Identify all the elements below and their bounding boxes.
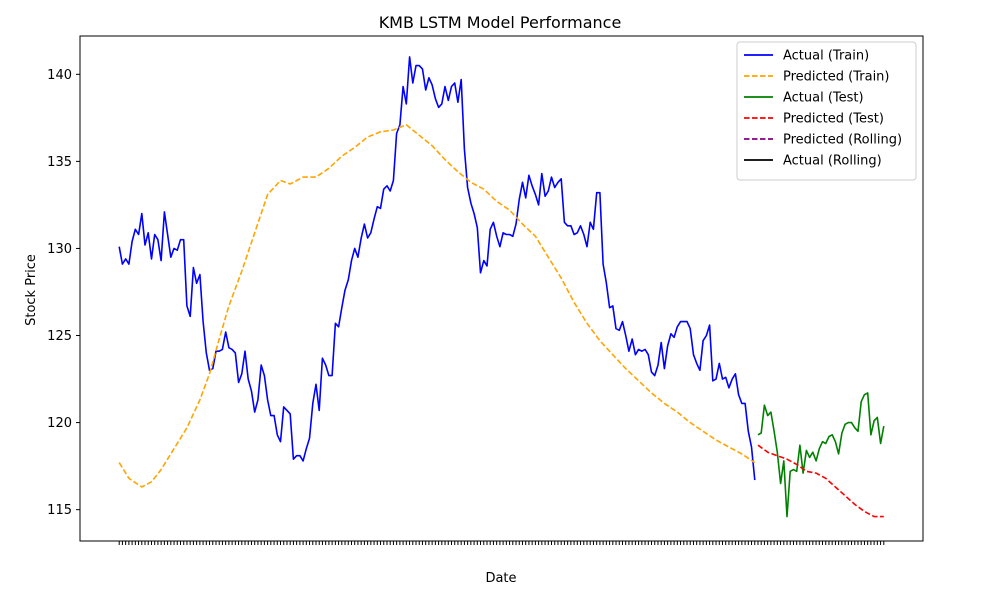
y-tick-label: 130 (47, 242, 72, 257)
y-tick-label: 125 (47, 329, 72, 344)
y-tick-label: 140 (47, 68, 72, 83)
legend-label: Actual (Train) (783, 49, 869, 64)
series-line-predicted-train (118, 124, 756, 488)
x-axis-label: Date (485, 571, 516, 586)
series-line-predicted-test (757, 444, 884, 518)
legend-label: Predicted (Train) (783, 70, 890, 85)
y-tick-label: 115 (47, 503, 72, 518)
series-line-actual-train (118, 56, 756, 481)
y-tick-label: 120 (47, 416, 72, 431)
y-axis-ticks: 115 120 125 130 135 140 (47, 68, 80, 518)
chart-title: KMB LSTM Model Performance (379, 13, 622, 32)
y-tick-label: 135 (47, 155, 72, 170)
legend-box (736, 41, 917, 181)
legend-label: Actual (Rolling) (783, 154, 882, 169)
axes-frame (79, 35, 924, 542)
legend-label: Actual (Test) (783, 91, 864, 106)
series-layer (118, 56, 885, 518)
legend-label: Predicted (Rolling) (783, 133, 902, 148)
x-axis-ticks (118, 541, 885, 545)
y-axis-label: Stock Price (24, 254, 39, 326)
legend-label: Predicted (Test) (783, 112, 884, 127)
legend: Actual (Train) Predicted (Train) Actual (T… (736, 41, 917, 181)
series-line-actual-test (757, 392, 885, 518)
